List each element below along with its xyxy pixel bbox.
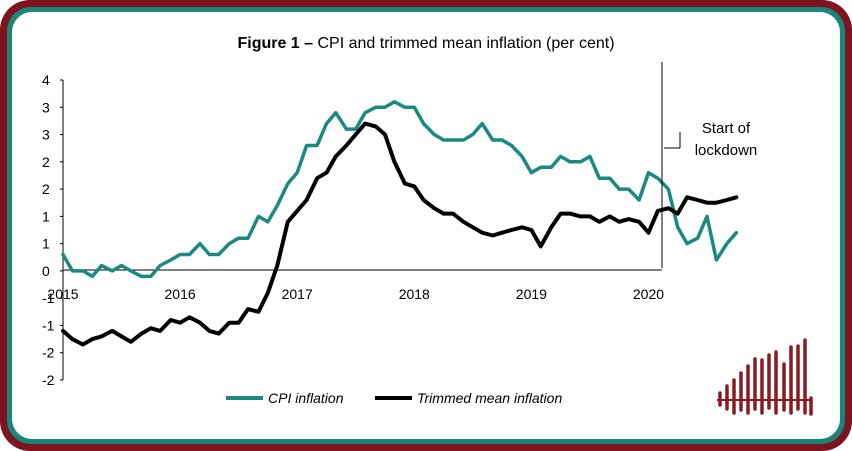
y-tick-label: -1 xyxy=(42,290,55,306)
y-tick-label: 1 xyxy=(42,236,50,252)
logo-icon xyxy=(717,338,813,416)
legend-trimmed-mean-label: Trimmed mean inflation xyxy=(417,390,562,406)
legend: CPI inflation Trimmed mean inflation xyxy=(226,390,562,406)
y-tick-label: 2 xyxy=(42,154,50,170)
y-tick-label: 1 xyxy=(42,208,50,224)
chart-title-prefix: Figure 1 – xyxy=(237,35,313,52)
trimmed-mean-inflation-line xyxy=(61,121,739,347)
y-tick-label: -2 xyxy=(42,345,55,361)
chart-title: Figure 1 – CPI and trimmed mean inflatio… xyxy=(237,35,614,52)
y-tick-label: 3 xyxy=(42,99,50,115)
chart-title-text: CPI and trimmed mean inflation (per cent… xyxy=(318,35,615,52)
x-tick-label: 2015 xyxy=(47,286,78,302)
x-tick-label: 2018 xyxy=(399,286,430,302)
y-tick-label: 3 xyxy=(42,127,50,143)
legend-cpi-label: CPI inflation xyxy=(268,390,344,406)
lockdown-annotation-text: Start of xyxy=(702,120,751,137)
y-tick-label: 2 xyxy=(42,181,50,197)
x-tick-label: 2020 xyxy=(633,286,664,302)
axes: 4 3 3 2 2 1 1 0 -1 -1 -2 -2 2015 2016 2017 2018 2019 2020 xyxy=(42,72,664,388)
x-tick-label: 2016 xyxy=(165,286,196,302)
lockdown-annotation-text: lockdown xyxy=(695,142,758,159)
y-tick-label: 4 xyxy=(42,72,50,88)
y-tick-label: -1 xyxy=(42,317,55,333)
x-tick-label: 2017 xyxy=(282,286,313,302)
y-tick-label: 0 xyxy=(42,263,50,279)
annotation: Start of lockdown xyxy=(661,62,758,268)
series-layer xyxy=(61,100,739,347)
x-tick-label: 2019 xyxy=(516,286,547,302)
cpi-inflation-line xyxy=(61,100,739,279)
y-tick-label: -2 xyxy=(42,372,55,388)
